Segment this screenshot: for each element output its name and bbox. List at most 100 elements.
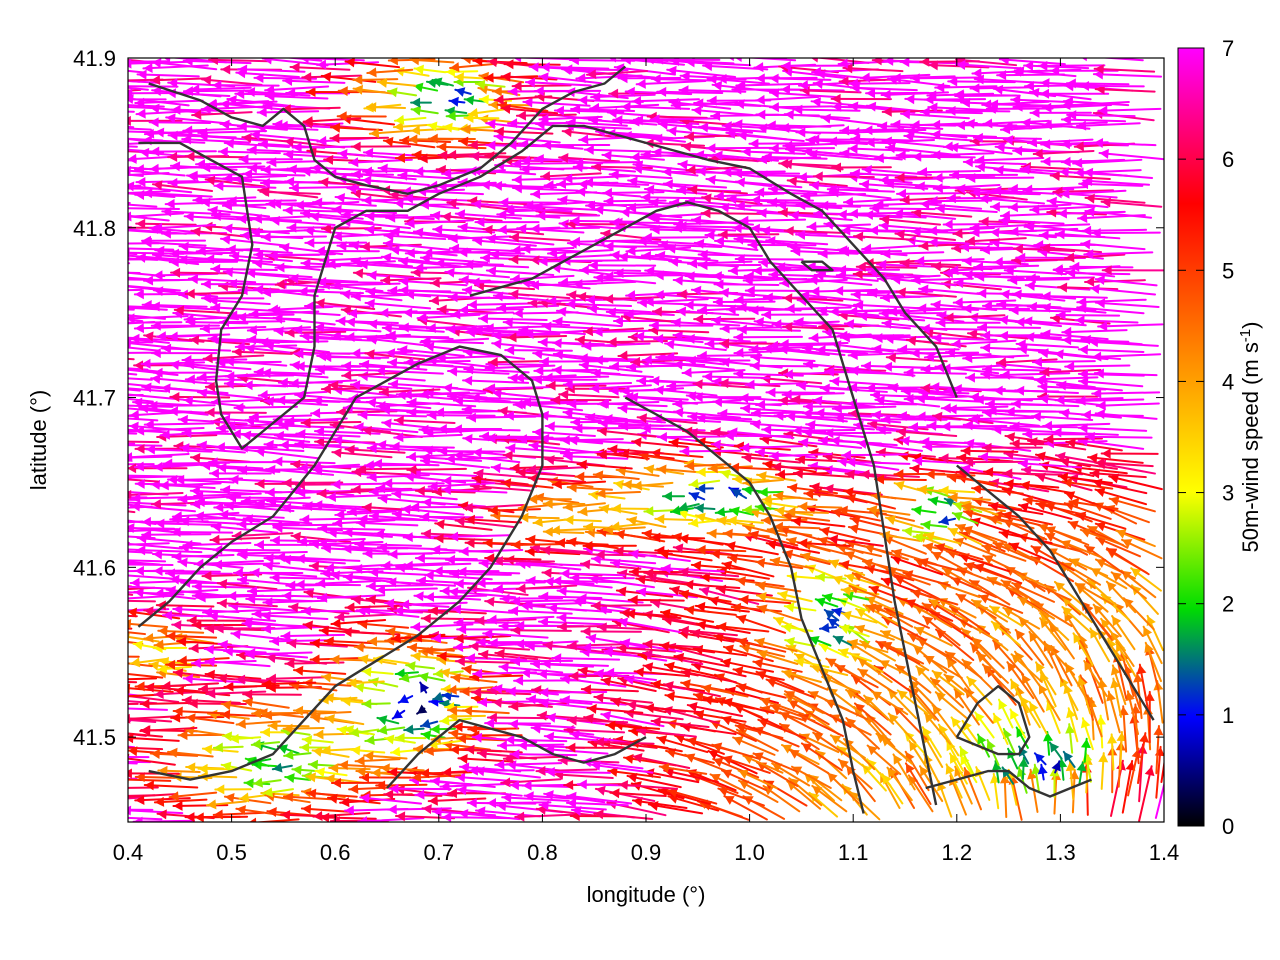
wind-arrow <box>441 690 460 701</box>
wind-arrow <box>1100 617 1126 652</box>
wind-arrow <box>327 793 381 805</box>
wind-arrow <box>737 779 779 803</box>
wind-arrow <box>535 765 598 776</box>
wind-arrow <box>855 607 888 629</box>
wind-arrow <box>894 663 932 694</box>
wind-arrow <box>777 590 813 603</box>
wind-arrow <box>128 808 154 811</box>
wind-arrow <box>593 692 653 704</box>
wind-arrow <box>566 791 633 805</box>
wind-arrow <box>187 698 247 709</box>
wind-arrow <box>870 690 909 716</box>
x-tick-label: 0.5 <box>216 840 247 865</box>
wind-arrow <box>1037 763 1048 781</box>
wind-arrow <box>330 777 384 788</box>
wind-arrow <box>128 816 163 821</box>
wind-arrow <box>128 718 157 724</box>
wind-arrow <box>1121 760 1136 814</box>
x-tick-label: 1.4 <box>1149 840 1180 865</box>
wind-arrow <box>139 698 198 709</box>
wind-arrow <box>423 591 488 602</box>
x-tick-label: 1.0 <box>734 840 765 865</box>
wind-arrow <box>825 657 867 683</box>
wind-arrow <box>1100 593 1131 621</box>
wind-arrow <box>904 762 932 805</box>
wind-arrow <box>840 585 880 596</box>
wind-arrow <box>893 575 941 600</box>
wind-arrow <box>176 655 230 666</box>
colorbar-label-end: ) <box>1238 322 1263 329</box>
wind-arrow <box>153 796 208 807</box>
wind-arrow <box>313 729 355 740</box>
wind-arrow <box>709 773 753 796</box>
wind-arrow <box>429 776 496 789</box>
wind-arrow <box>262 787 295 798</box>
wind-arrow <box>771 762 811 787</box>
wind-arrow <box>1048 622 1075 660</box>
wind-arrow <box>361 698 391 709</box>
wind-arrow <box>556 586 626 597</box>
wind-arrow <box>501 792 570 803</box>
wind-arrow <box>684 753 731 774</box>
wind-arrow <box>266 673 327 684</box>
wind-arrow <box>514 811 576 822</box>
wind-arrow <box>306 708 352 719</box>
wind-arrow <box>454 656 516 667</box>
wind-arrow <box>680 668 737 684</box>
wind-arrow <box>755 591 797 603</box>
wind-arrow <box>808 635 832 647</box>
wind-arrow <box>439 781 505 792</box>
wind-arrow <box>943 673 978 702</box>
plot-area <box>127 57 1165 823</box>
wind-arrow <box>544 744 609 755</box>
wind-arrow <box>410 772 462 783</box>
wind-arrow <box>491 697 553 708</box>
wind-arrow <box>446 684 494 695</box>
wind-arrow <box>513 675 581 686</box>
wind-arrow <box>1028 701 1048 735</box>
wind-arrow <box>633 667 690 678</box>
wind-arrow <box>581 642 646 653</box>
wind-arrow <box>836 745 869 771</box>
wind-arrow <box>157 626 205 637</box>
wind-arrow <box>1153 724 1164 775</box>
wind-arrow <box>784 636 816 647</box>
wind-arrow <box>1107 733 1118 771</box>
wind-arrow <box>959 745 975 776</box>
wind-arrow <box>1138 765 1155 822</box>
wind-arrow <box>376 725 406 735</box>
wind-arrow <box>650 716 710 729</box>
wind-arrow <box>678 625 738 637</box>
wind-arrow <box>1144 690 1155 744</box>
wind-arrow <box>698 586 760 605</box>
wind-arrow <box>735 614 787 634</box>
wind-arrow <box>353 682 385 693</box>
wind-arrow <box>807 690 850 712</box>
wind-arrow <box>468 641 531 652</box>
wind-arrow <box>212 809 265 820</box>
wind-arrow <box>922 615 961 647</box>
wind-arrow <box>840 610 878 624</box>
wind-arrow <box>429 724 456 735</box>
wind-arrow <box>1066 707 1079 743</box>
wind-arrow <box>837 648 873 663</box>
wind-arrow <box>128 707 169 711</box>
wind-arrow <box>826 771 860 805</box>
wind-arrow <box>214 784 252 795</box>
wind-arrow <box>1002 606 1041 630</box>
wind-arrow <box>1017 596 1056 620</box>
wind-arrow <box>314 767 348 778</box>
wind-arrow <box>605 720 661 731</box>
wind-arrow <box>167 747 214 758</box>
wind-arrow <box>128 262 131 265</box>
wind-arrow <box>989 605 1023 627</box>
wind-arrow <box>280 630 345 641</box>
wind-arrow <box>496 740 565 751</box>
wind-arrow <box>1062 750 1076 768</box>
wind-arrow <box>1000 579 1041 605</box>
x-tick-label: 1.3 <box>1045 840 1076 865</box>
wind-arrow <box>963 767 983 811</box>
wind-arrow <box>301 735 334 746</box>
wind-arrow <box>494 648 555 660</box>
wind-arrow <box>734 723 784 739</box>
